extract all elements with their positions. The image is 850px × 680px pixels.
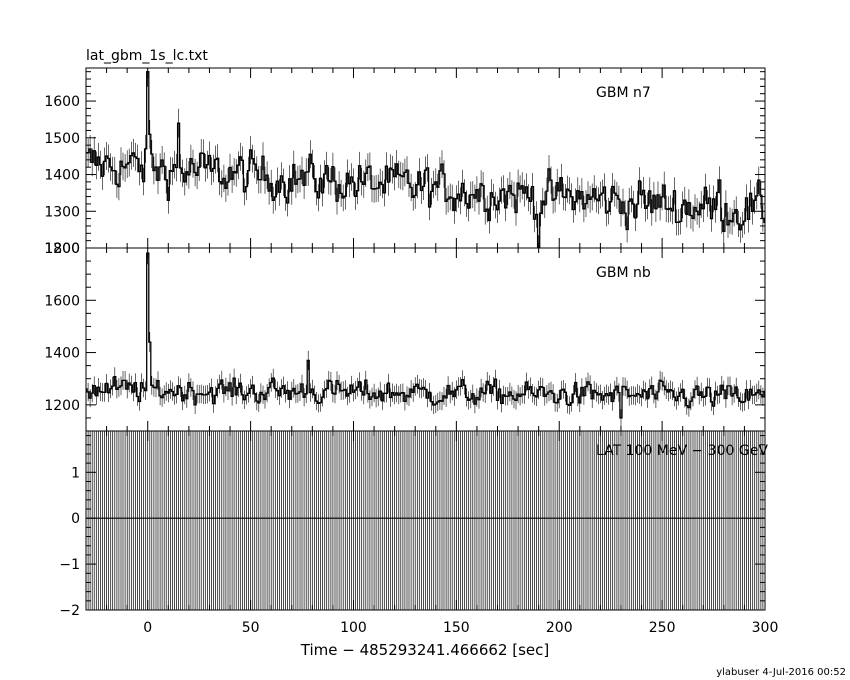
y-tick-label: 1600 xyxy=(44,94,80,110)
lat-frame xyxy=(85,430,766,611)
x-tick-label: 300 xyxy=(752,620,779,636)
y-tick-label: −2 xyxy=(59,603,80,619)
gbm-nb-curve xyxy=(86,248,765,427)
y-tick-label: 1400 xyxy=(44,168,80,184)
panel-gbm-n7: 1200 1300 1400 1500 1600 GBM n7 xyxy=(44,67,766,257)
x-tick-label: 0 xyxy=(143,620,152,636)
x-tick-label: 100 xyxy=(340,620,367,636)
gbm-n7-label: GBM n7 xyxy=(596,85,651,101)
panel-lat: −2 −1 0 1 LAT 100 MeV − 300 GeV xyxy=(59,430,768,619)
y-tick-label: 1300 xyxy=(44,204,80,220)
footer-stamp: ylabuser 4-Jul-2016 00:52 xyxy=(716,667,846,678)
error-bars xyxy=(86,68,765,248)
figure-title: lat_gbm_1s_lc.txt xyxy=(86,48,208,64)
x-axis-ticks: 0 50 100 150 200 250 300 xyxy=(143,620,778,636)
x-tick-label: 200 xyxy=(546,620,573,636)
lat-ticks: −2 −1 0 1 xyxy=(59,431,766,619)
y-tick-label: 1500 xyxy=(44,131,80,147)
y-tick-label: −1 xyxy=(59,557,80,573)
y-tick-label: 1200 xyxy=(44,241,80,257)
y-tick-label: 1200 xyxy=(44,398,80,414)
y-tick-label: 1600 xyxy=(44,293,80,309)
gbm-n7-curve xyxy=(86,68,765,248)
panel-gbm-nb: 1200 1400 1600 1800 GBM nb xyxy=(44,241,766,432)
gbm-nb-ticks: 1200 1400 1600 1800 xyxy=(44,241,766,432)
x-tick-label: 50 xyxy=(242,620,260,636)
gbm-nb-label: GBM nb xyxy=(596,265,651,281)
gbm-n7-ticks: 1200 1300 1400 1500 1600 xyxy=(44,68,766,257)
lat-error-bars xyxy=(86,431,765,610)
gbm-nb-frame xyxy=(85,247,766,432)
x-tick-label: 150 xyxy=(443,620,470,636)
lat-bars xyxy=(86,431,765,610)
series-line xyxy=(86,252,765,419)
y-tick-label: 1 xyxy=(71,465,80,481)
series-line xyxy=(86,71,765,248)
y-tick-label: 1400 xyxy=(44,346,80,362)
lat-label: LAT 100 MeV − 300 GeV xyxy=(596,443,768,459)
y-tick-label: 0 xyxy=(71,511,80,527)
x-tick-label: 250 xyxy=(649,620,676,636)
x-axis-label: Time − 485293241.466662 [sec] xyxy=(300,641,550,659)
y-tick-label: 1800 xyxy=(44,241,80,257)
